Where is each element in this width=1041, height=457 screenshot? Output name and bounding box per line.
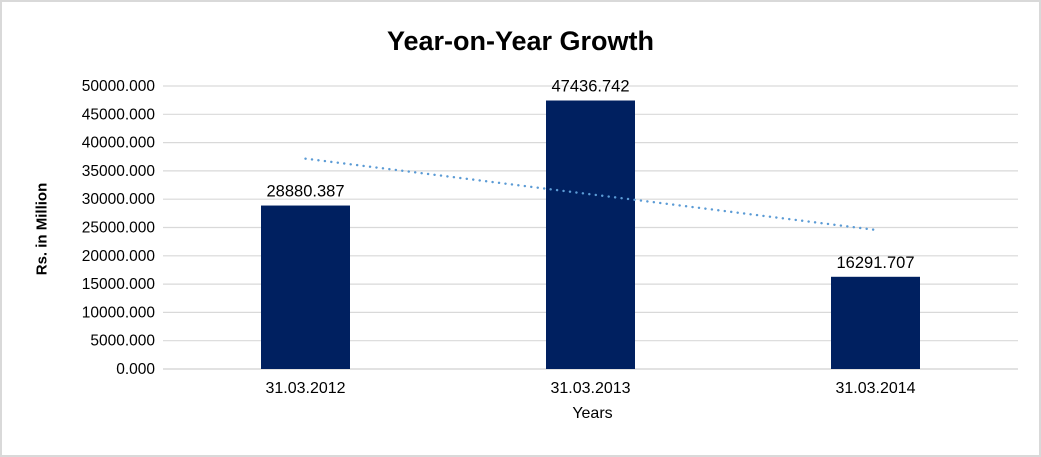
y-tick-label: 0.000 — [116, 361, 155, 378]
y-tick-label: 30000.000 — [82, 191, 156, 208]
y-tick-label: 50000.000 — [82, 78, 156, 95]
y-tick-label: 45000.000 — [82, 106, 156, 123]
x-axis-title: Years — [572, 405, 613, 422]
bar — [546, 100, 635, 369]
y-tick-label: 40000.000 — [82, 135, 156, 152]
y-tick-label: 5000.000 — [90, 333, 155, 350]
chart-title: Year-on-Year Growth — [386, 26, 655, 56]
y-tick-label: 15000.000 — [82, 276, 156, 293]
bar-data-label: 47436.742 — [552, 78, 630, 96]
bar — [261, 205, 350, 369]
trendline — [304, 157, 877, 232]
x-category-label: 31.03.2013 — [550, 380, 630, 397]
y-tick-label: 35000.000 — [82, 163, 156, 180]
bar-data-label: 28880.387 — [267, 183, 345, 201]
y-tick-label: 20000.000 — [82, 248, 156, 265]
bar — [831, 276, 920, 369]
bar-data-label: 16291.707 — [837, 254, 915, 272]
x-category-label: 31.03.2014 — [835, 380, 915, 397]
x-category-label: 31.03.2012 — [265, 380, 345, 397]
y-tick-label: 10000.000 — [82, 304, 156, 321]
y-tick-label: 25000.000 — [82, 220, 156, 237]
